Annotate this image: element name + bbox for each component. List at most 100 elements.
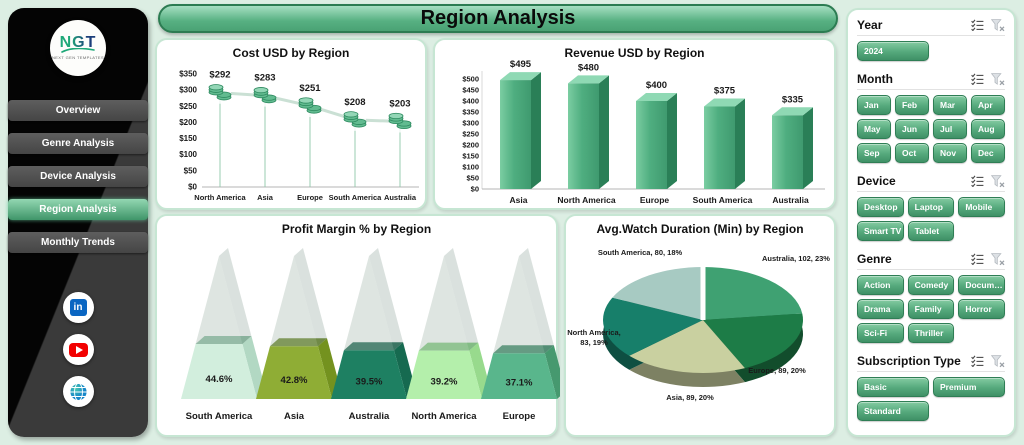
slicer-button-sci-fi[interactable]: Sci-Fi [857,323,904,343]
svg-text:39.5%: 39.5% [356,376,383,387]
multi-select-icon[interactable] [971,73,984,85]
slicer-button-documen[interactable]: Documen... [958,275,1005,295]
slicer-button-dec[interactable]: Dec [971,143,1005,163]
linkedin-link[interactable] [62,292,94,323]
slicer-button-smart-tv[interactable]: Smart TV [857,221,904,241]
ngt-logo: NGT NEXT GEN TEMPLATES [50,20,106,76]
multi-select-icon[interactable] [971,253,984,265]
slicer-button-desktop[interactable]: Desktop [857,197,904,217]
slicer-button-oct[interactable]: Oct [895,143,929,163]
slicer-button-sep[interactable]: Sep [857,143,891,163]
pie-label-australia: Australia, 102, 23% [762,254,830,263]
multi-select-icon[interactable] [971,19,984,31]
pyramid-north-america [406,248,491,399]
pyramid-south-america [181,248,266,399]
sidebar-item-genre-analysis[interactable]: Genre Analysis [8,133,148,154]
slicer-items-year: 2024 [857,41,1005,61]
svg-text:Europe: Europe [297,193,323,202]
sidebar-nav: Overview Genre Analysis Device Analysis Reg… [8,100,148,253]
svg-text:North America: North America [557,195,616,205]
svg-text:39.2%: 39.2% [431,377,458,388]
multi-select-icon[interactable] [971,175,984,187]
pie-slice-asia [629,320,745,374]
slicer-button-may[interactable]: May [857,119,891,139]
svg-text:$400: $400 [462,97,479,106]
svg-text:$200: $200 [179,118,197,127]
revenue-chart-card: Revenue USD by Region $0 $50 $100 $150 $200 $… [433,38,836,210]
svg-text:$335: $335 [782,94,804,105]
sidebar-item-monthly-trends[interactable]: Monthly Trends [8,232,148,253]
slicer-header-device: Device [857,170,1005,192]
slicer-button-mobile[interactable]: Mobile [958,197,1005,217]
clear-filter-icon[interactable] [991,174,1005,188]
slicer-button-apr[interactable]: Apr [971,95,1005,115]
slicer-button-family[interactable]: Family [907,299,955,319]
slicer-items-device: Desktop Laptop Mobile Smart TV Tablet [857,197,1005,241]
pie-label-europe: Europe, 89, 20% [748,366,806,375]
clear-filter-icon[interactable] [991,18,1005,32]
slicer-title-subscription-type: Subscription Type [857,354,961,368]
slicer-button-2024[interactable]: 2024 [857,41,929,61]
revenue-bar-chart: $0 $50 $100 $150 $200 $250 $300 $350 $400 $450 $50… [462,59,825,205]
slicer-button-premium[interactable]: Premium [933,377,1005,397]
revenue-bar-asia [500,72,541,189]
multi-select-icon[interactable] [971,355,984,367]
cost-chart-title: Cost USD by Region [232,46,350,60]
sidebar-item-region-analysis[interactable]: Region Analysis [8,199,148,220]
svg-text:South America: South America [693,195,753,205]
slicer-button-drama[interactable]: Drama [857,299,904,319]
slicer-button-jan[interactable]: Jan [857,95,891,115]
social-links [8,292,148,407]
profit-chart-title: Profit Margin % by Region [281,222,432,236]
svg-text:44.6%: 44.6% [206,374,233,385]
svg-text:$251: $251 [299,83,321,94]
svg-text:$100: $100 [462,163,479,172]
slicer-header-month: Month [857,68,1005,90]
revenue-bar-north-america [568,75,609,189]
youtube-link[interactable] [62,334,94,365]
slicer-button-jul[interactable]: Jul [933,119,967,139]
slicer-button-nov[interactable]: Nov [933,143,967,163]
clear-filter-icon[interactable] [991,72,1005,86]
revenue-bar-south-america [704,98,745,189]
slicer-items-subscription-type: Basic Premium Standard [857,377,1005,421]
slicer-button-comedy[interactable]: Comedy [907,275,955,295]
slicer-header-year: Year [857,14,1005,36]
cost-point-europe [298,94,322,117]
svg-text:$450: $450 [462,86,479,95]
svg-text:$292: $292 [209,70,230,81]
clear-filter-icon[interactable] [991,354,1005,368]
svg-text:$203: $203 [389,98,410,109]
slicer-button-mar[interactable]: Mar [933,95,967,115]
watch-duration-chart-title: Avg.Watch Duration (Min) by Region [596,222,804,236]
slicer-button-horror[interactable]: Horror [958,299,1005,319]
slicer-button-thriller[interactable]: Thriller [907,323,955,343]
slicer-button-aug[interactable]: Aug [971,119,1005,139]
profit-chart-card: Profit Margin % by Region 44.6% South Ame… [155,214,560,437]
sidebar-item-overview[interactable]: Overview [8,100,148,121]
filter-panel: Year 2024 Month Jan Feb Mar Apr May Jun Jul Aug Sep… [846,8,1016,437]
slicer-header-icons [971,174,1005,188]
clear-filter-icon[interactable] [991,252,1005,266]
svg-text:$300: $300 [179,86,197,95]
slicer-button-feb[interactable]: Feb [895,95,929,115]
pie-label-north-america: North America, 83, 19% [567,328,621,347]
svg-text:42.8%: 42.8% [281,375,308,386]
watch-duration-chart-card: Avg.Watch Duration (Min) by Region Austr… [564,214,836,437]
svg-text:$400: $400 [646,80,667,91]
sidebar-item-device-analysis[interactable]: Device Analysis [8,166,148,187]
slicer-button-standard[interactable]: Standard [857,401,929,421]
svg-text:$150: $150 [179,134,197,143]
cost-point-asia [253,84,277,107]
slicer-header-icons [971,72,1005,86]
website-link[interactable] [62,376,94,407]
slicer-button-jun[interactable]: Jun [895,119,929,139]
slicer-button-action[interactable]: Action [857,275,904,295]
slicer-button-laptop[interactable]: Laptop [907,197,955,217]
svg-text:$150: $150 [462,152,479,161]
slicer-title-year: Year [857,18,883,32]
slicer-button-tablet[interactable]: Tablet [907,221,955,241]
watch-duration-pie-chart [603,264,803,388]
slicer-header-subscription-type: Subscription Type [857,350,1005,372]
slicer-button-basic[interactable]: Basic [857,377,929,397]
